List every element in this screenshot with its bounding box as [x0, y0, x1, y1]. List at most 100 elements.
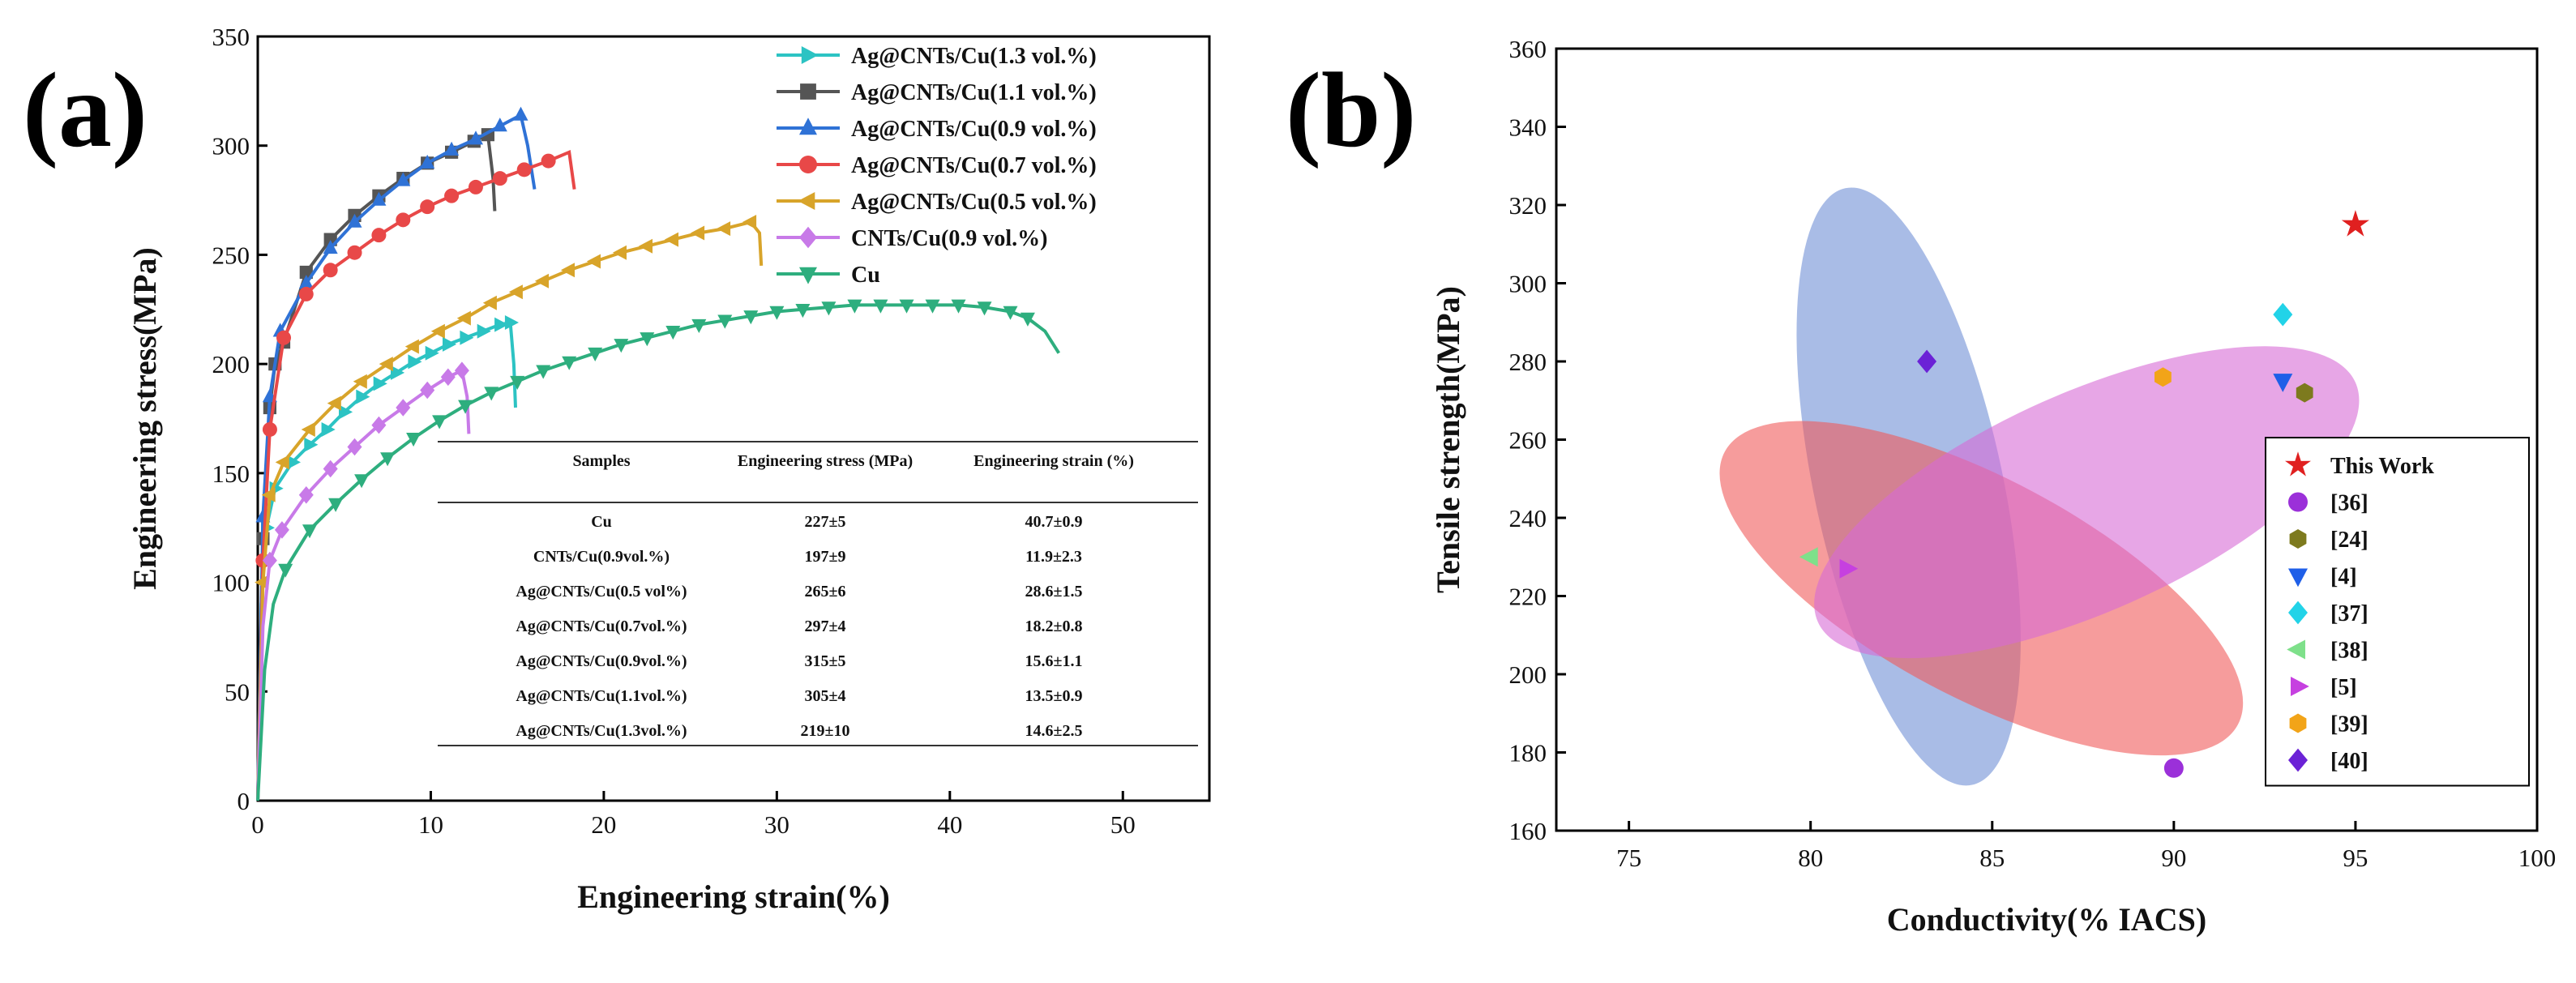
table-cell: Ag@CNTs/Cu(0.5 vol%) — [516, 583, 687, 600]
series-line-ag_13 — [256, 320, 517, 801]
data-point — [513, 106, 528, 121]
legend-label: [4] — [2330, 565, 2357, 590]
x-tick-label: 50 — [1110, 810, 1136, 839]
data-point — [743, 310, 759, 325]
data-point — [1799, 547, 1818, 567]
table-cell: 197±9 — [805, 548, 846, 566]
data-point — [2273, 302, 2293, 327]
data-point — [873, 299, 888, 314]
legend-marker — [2291, 677, 2309, 696]
data-point — [560, 263, 575, 278]
data-point — [494, 317, 509, 332]
data-point — [458, 400, 473, 414]
data-point — [420, 381, 435, 400]
data-point — [347, 213, 362, 228]
legend-label: Ag@CNTs/Cu(1.1 vol.%) — [851, 80, 1097, 105]
table-cell: 315±5 — [805, 652, 846, 670]
y-tick-label: 360 — [1509, 35, 1547, 63]
data-point — [321, 422, 336, 437]
data-point — [339, 404, 353, 420]
data-point — [425, 345, 439, 361]
data-point — [504, 315, 519, 330]
y-tick-label: 200 — [212, 350, 250, 378]
legend-label: [37] — [2330, 601, 2368, 626]
data-point — [304, 437, 319, 452]
legend-marker — [799, 267, 817, 284]
legend-marker — [799, 226, 817, 249]
data-point — [302, 524, 317, 539]
legend-label: CNTs/Cu(0.9 vol.%) — [851, 226, 1047, 251]
table-cell: 265±6 — [805, 583, 846, 600]
y-tick-label: 100 — [212, 569, 250, 597]
data-point — [899, 299, 914, 314]
panel-a-label: (a) — [23, 50, 148, 169]
table-cell: 297±4 — [805, 618, 846, 635]
table-cell: 227±5 — [805, 513, 846, 531]
data-point — [2296, 383, 2313, 403]
y-axis-label: Engineering stress(MPa) — [126, 247, 163, 590]
table-cell: Ag@CNTs/Cu(1.3vol.%) — [516, 722, 687, 740]
legend-label: Ag@CNTs/Cu(0.5 vol.%) — [851, 190, 1097, 215]
data-point — [432, 415, 447, 430]
data-point — [795, 304, 811, 318]
y-tick-label: 260 — [1509, 426, 1547, 455]
data-point — [408, 354, 422, 370]
data-point — [534, 273, 549, 288]
series-line-ag_09 — [256, 113, 537, 801]
x-tick-label: 75 — [1616, 844, 1641, 872]
table-cell: 28.6±1.5 — [1025, 583, 1083, 600]
table-header: Engineering stress (MPa) — [738, 452, 913, 470]
y-tick-label: 50 — [225, 677, 250, 706]
legend-marker — [801, 46, 819, 64]
y-tick-label: 300 — [212, 132, 250, 160]
data-point — [717, 314, 733, 329]
data-point — [444, 141, 460, 156]
legend-marker — [800, 83, 816, 100]
data-point — [562, 356, 577, 370]
data-point — [742, 215, 757, 229]
table-header: Engineering strain (%) — [973, 452, 1134, 470]
data-point — [1839, 558, 1859, 579]
y-tick-label: 220 — [1509, 583, 1547, 611]
data-point — [640, 332, 655, 347]
data-point — [301, 422, 315, 437]
data-point — [536, 365, 551, 379]
legend-marker — [2289, 713, 2307, 733]
data-point — [278, 563, 293, 578]
data-point — [2163, 758, 2184, 778]
legend-marker — [2287, 639, 2305, 660]
data-point — [1003, 306, 1018, 320]
legend-marker — [2288, 600, 2308, 625]
data-point — [371, 416, 387, 434]
series-line-cnts_09 — [256, 368, 471, 801]
table-cell: 18.2±0.8 — [1025, 618, 1083, 635]
data-point — [420, 154, 435, 169]
x-tick-label: 95 — [2343, 844, 2368, 872]
data-point — [420, 199, 435, 215]
data-point — [262, 551, 277, 570]
data-point — [769, 306, 785, 320]
data-point — [261, 487, 276, 502]
data-point — [691, 225, 705, 241]
table-cell: 11.9±2.3 — [1025, 548, 1082, 566]
table-cell: 40.7±0.9 — [1025, 513, 1083, 531]
data-point — [664, 232, 678, 247]
data-point — [460, 330, 474, 345]
legend-label: [39] — [2330, 712, 2368, 737]
data-point — [347, 438, 362, 456]
legend-box — [2265, 437, 2530, 787]
data-point — [1917, 349, 1937, 374]
table-cell: Ag@CNTs/Cu(0.9vol.%) — [516, 652, 687, 670]
data-point — [477, 323, 491, 339]
legend-label: [24] — [2330, 528, 2368, 553]
data-point — [323, 459, 338, 478]
data-point — [484, 387, 499, 401]
data-point — [821, 301, 837, 316]
data-point — [328, 498, 344, 512]
table-cell: Ag@CNTs/Cu(1.1vol.%) — [516, 687, 687, 705]
x-tick-label: 0 — [251, 810, 264, 839]
data-point — [469, 130, 483, 145]
data-point — [2341, 210, 2369, 237]
legend-label: Cu — [851, 263, 880, 288]
